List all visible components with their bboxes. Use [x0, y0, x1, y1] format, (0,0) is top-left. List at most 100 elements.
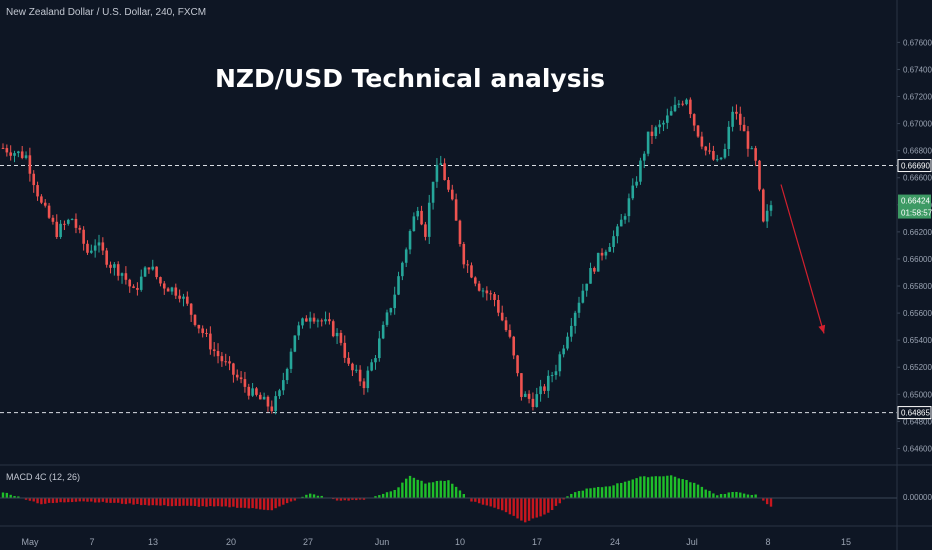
macd-bar [186, 498, 189, 506]
candle-body [477, 283, 481, 291]
macd-bar [501, 498, 504, 511]
macd-bar [32, 498, 35, 502]
candle-body [320, 320, 324, 322]
candle-body [742, 124, 746, 132]
candle-body [162, 283, 166, 289]
candle-body [650, 131, 654, 136]
candle-body [86, 243, 89, 253]
macd-bar [312, 494, 316, 498]
macd-label[interactable]: MACD 4C (12, 26) [6, 472, 80, 482]
candle-body [36, 185, 39, 197]
macd-bar [163, 498, 166, 506]
price-tick-label: 0.65400 [903, 336, 932, 345]
macd-bar [639, 476, 642, 498]
candle-body [205, 333, 208, 335]
macd-bar [727, 492, 730, 498]
candle-body [343, 342, 347, 358]
candle-body [201, 328, 204, 334]
candle-body [435, 164, 439, 182]
candle-body [535, 394, 539, 407]
macd-bar [531, 498, 535, 519]
macd-bar [696, 484, 700, 498]
time-tick-label: 8 [765, 537, 770, 547]
candle-body [619, 219, 623, 227]
macd-bar [566, 496, 569, 498]
candle-body [608, 246, 612, 252]
price-tick-label: 0.64800 [903, 417, 932, 426]
macd-bar [247, 498, 250, 509]
macd-bar [447, 480, 450, 498]
candle-body [316, 320, 320, 322]
candle-body [212, 349, 216, 352]
macd-bar [581, 490, 585, 498]
time-axis[interactable]: May 7 13 20 27 Jun 10 17 24 Jul 8 15 [21, 537, 851, 547]
macd-bar [13, 496, 16, 498]
forecast-arrow[interactable] [780, 184, 826, 334]
candle-body [247, 386, 251, 396]
macd-bar [508, 498, 512, 515]
candle-body [120, 273, 124, 276]
price-tick-label: 0.65200 [903, 363, 932, 372]
macd-bar [477, 498, 481, 504]
candle-body [412, 216, 416, 232]
macd-bar [101, 498, 105, 502]
candle-body [278, 390, 281, 397]
macd-bar [82, 498, 85, 502]
macd-bar [220, 498, 224, 507]
macd-bar [462, 494, 465, 498]
support-price-badge: 0.64865 [897, 406, 932, 420]
candle-body [554, 371, 558, 376]
time-tick-label: 24 [610, 537, 620, 547]
candle-body [232, 363, 235, 375]
macd-bar [243, 498, 247, 508]
symbol-header[interactable]: New Zealand Dollar / U.S. Dollar, 240, F… [6, 7, 206, 18]
candle-body [715, 159, 719, 161]
candle-body [358, 369, 362, 382]
candle-body [1, 147, 5, 149]
forecast-arrow-head [818, 324, 826, 334]
macd-bar [654, 476, 657, 498]
macd-bar [301, 496, 304, 498]
candle-body [378, 338, 381, 359]
candle-body [600, 252, 604, 256]
candle-body [170, 287, 174, 292]
candle-body [550, 375, 554, 377]
candle-body [439, 163, 443, 165]
macd-bar [347, 498, 350, 501]
time-tick-label: 27 [303, 537, 313, 547]
candle-body [139, 276, 143, 290]
candle-body [17, 151, 20, 154]
candle-body [354, 369, 358, 371]
candle-body [692, 114, 696, 126]
chart-title[interactable]: NZD/USD Technical analysis [215, 64, 605, 93]
macd-bar [524, 498, 527, 523]
candle-body [324, 319, 327, 322]
time-tick-label: 15 [841, 537, 851, 547]
macd-bar [232, 498, 235, 507]
candle-body [631, 185, 635, 199]
price-axis[interactable]: 0.67600 0.67400 0.67200 0.67000 0.66800 0.666… [897, 38, 932, 453]
candle-body [331, 321, 335, 337]
price-tick-label: 0.66800 [903, 147, 932, 156]
macd-bar [408, 475, 412, 498]
macd-bar [266, 498, 270, 511]
macd-bar [431, 482, 435, 498]
macd-bar [335, 498, 339, 501]
candle-body [746, 131, 750, 149]
candle-body [59, 223, 62, 237]
macd-bar [750, 494, 753, 498]
candle-body [301, 318, 304, 326]
candle-body [228, 361, 231, 364]
candle-body [408, 231, 412, 250]
candle-body [209, 333, 212, 350]
candle-body [381, 324, 385, 339]
candle-body [40, 196, 43, 203]
candle-body [589, 267, 592, 284]
macd-bar [374, 496, 377, 498]
macd-bar [643, 476, 646, 498]
macd-bar [140, 498, 143, 506]
macd-bar [151, 498, 154, 506]
candle-body [627, 198, 631, 217]
macd-bar [735, 491, 738, 498]
